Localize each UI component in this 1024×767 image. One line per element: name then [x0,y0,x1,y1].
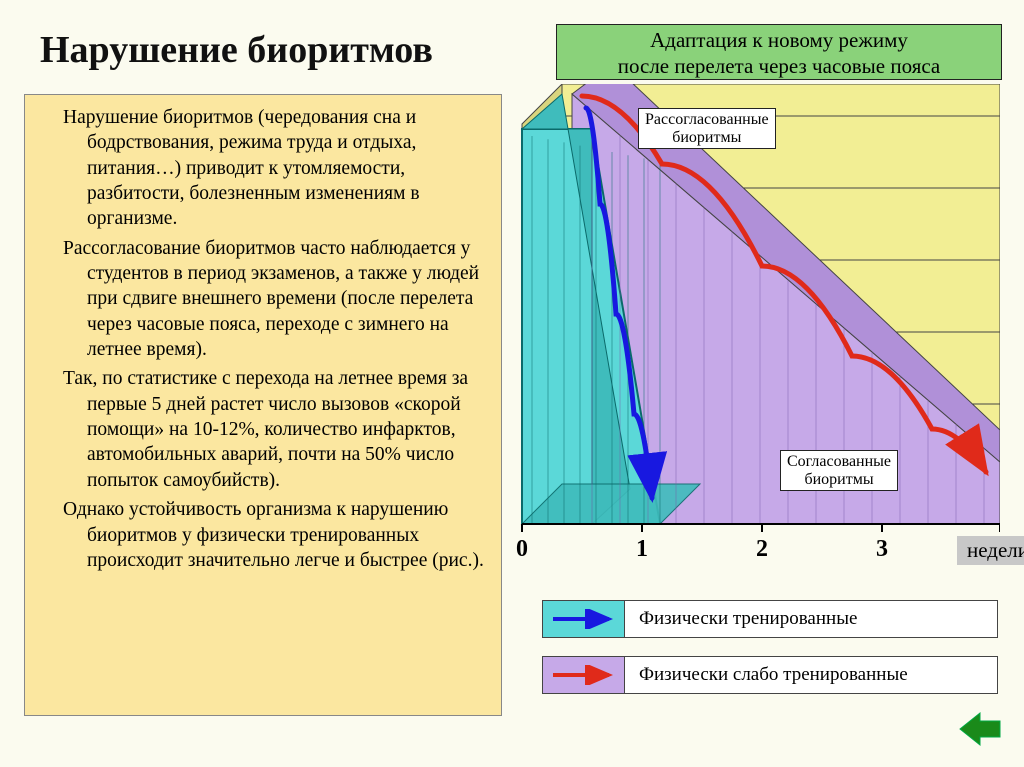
xtick-2: 2 [756,536,768,563]
xtick-1: 1 [636,536,648,563]
prev-slide-icon[interactable] [958,709,1002,749]
banner-line2: после перелета через часовые пояса [561,53,997,79]
legend-label-trained: Физически тренированные [639,608,857,630]
xtick-3: 3 [876,536,888,563]
chart-banner: Адаптация к новому режиму после перелета… [556,24,1002,80]
body-text: Нарушение биоритмов (чередования сна и б… [24,94,502,716]
legend-untrained: Физически слабо тренированные [542,656,998,694]
legend-swatch-trained [543,601,625,637]
x-axis-unit: недели [957,536,1024,565]
para-3: Так, по статистике с перехода на летнее … [39,366,487,493]
legend-swatch-untrained [543,657,625,693]
banner-line1: Адаптация к новому режиму [561,27,997,53]
legend-trained: Физически тренированные [542,600,998,638]
label-desync-l2: биоритмы [672,129,741,146]
para-4: Однако устойчивость организма к нарушени… [39,497,487,573]
page-title: Нарушение биоритмов [40,28,433,72]
label-sync-l1: Согласованные [787,453,891,470]
label-desync: Рассогласованные биоритмы [638,108,776,149]
label-sync: Согласованные биоритмы [780,450,898,491]
legend-label-untrained: Физически слабо тренированные [639,664,908,686]
para-1: Нарушение биоритмов (чередования сна и б… [39,105,487,232]
label-desync-l1: Рассогласованные [645,111,769,128]
label-sync-l2: биоритмы [804,471,873,488]
para-2: Рассогласование биоритмов часто наблюдае… [39,236,487,363]
xtick-0: 0 [516,536,528,563]
adaptation-chart: Рассогласованные биоритмы Согласованные … [512,84,1000,562]
chart-svg [512,84,1000,532]
